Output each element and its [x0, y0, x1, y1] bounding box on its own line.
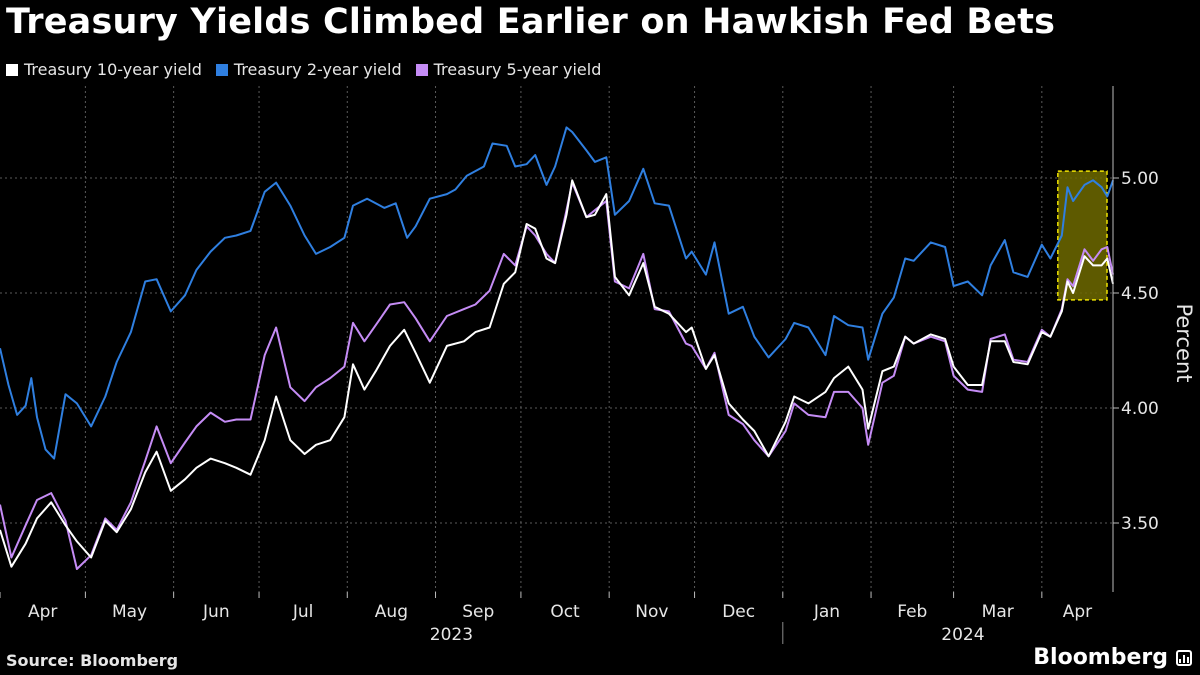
axis-layer: 3.50 4.00 4.50 5.00 Apr May Jun Jul Aug Sep Oct Nov… — [0, 86, 1196, 645]
legend-label-5-year: Treasury 5-year yield — [433, 60, 602, 79]
x-month-label: May — [112, 602, 147, 622]
legend-item-2-year: Treasury 2-year yield — [215, 60, 402, 79]
legend-item-10-year: Treasury 10-year yield — [6, 60, 202, 79]
highlight-box — [1057, 170, 1108, 301]
year-label-2024: 2024 — [941, 625, 984, 645]
y-tick-label: 5.00 — [1121, 169, 1159, 189]
legend-item-5-year: Treasury 5-year yield — [415, 60, 602, 79]
source-note: Source: Bloomberg — [6, 651, 179, 670]
x-month-label: Jan — [813, 602, 840, 622]
x-month-label: Sep — [462, 602, 494, 622]
x-month-label: Nov — [635, 602, 668, 622]
legend-swatch-10-year — [6, 63, 18, 76]
chart-title: Treasury Yields Climbed Earlier on Hawki… — [6, 2, 1056, 42]
x-month-label: Oct — [550, 602, 580, 622]
legend-swatch-2-year — [215, 63, 228, 76]
x-month-label: Feb — [897, 602, 927, 622]
legend-label-10-year: Treasury 10-year yield — [24, 60, 202, 79]
x-month-label: Apr — [28, 602, 57, 622]
series-line-treasury-2-year-yield — [0, 126, 1114, 460]
x-month-label: Jul — [292, 602, 314, 622]
y-tick-label: 3.50 — [1121, 514, 1159, 534]
x-month-label: Aug — [375, 602, 408, 622]
series-line-treasury-10-year-yield — [0, 179, 1114, 568]
series-line-treasury-5-year-yield — [0, 181, 1114, 570]
x-month-label: Apr — [1063, 602, 1092, 622]
grid-layer — [0, 86, 1113, 592]
x-month-label: Jun — [202, 602, 230, 622]
x-month-label: Dec — [722, 602, 755, 622]
legend-swatch-5-year — [415, 63, 428, 76]
year-label-2023: 2023 — [430, 625, 473, 645]
x-month-label: Mar — [982, 602, 1014, 622]
series-layer — [0, 126, 1114, 570]
y-tick-label: 4.50 — [1121, 284, 1159, 304]
bloomberg-logo: Bloomberg — [1033, 645, 1192, 670]
legend: Treasury 10-year yield Treasury 2-year y… — [6, 60, 601, 79]
y-axis-title: Percent — [1172, 303, 1196, 382]
brand-name: Bloomberg — [1033, 645, 1168, 670]
y-tick-label: 4.00 — [1121, 399, 1159, 419]
bloomberg-chart-icon — [1176, 649, 1192, 666]
legend-label-2-year: Treasury 2-year yield — [233, 60, 402, 79]
highlight-layer — [1057, 170, 1108, 301]
